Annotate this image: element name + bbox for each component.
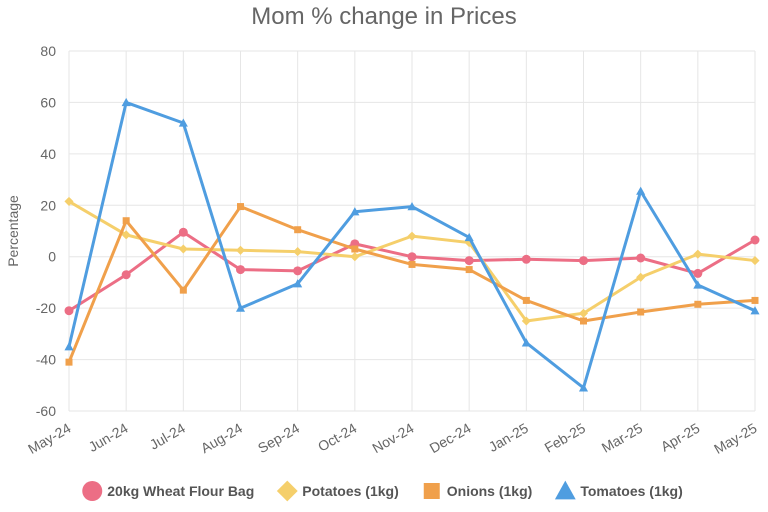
- x-tick-label: Oct-24: [315, 420, 360, 455]
- legend-label: Onions (1kg): [447, 483, 533, 499]
- y-tick-label: -40: [36, 352, 56, 368]
- y-tick-label: 40: [40, 146, 56, 162]
- legend-marker[interactable]: [554, 480, 576, 500]
- series-circle: [64, 227, 760, 316]
- data-point[interactable]: [408, 260, 416, 268]
- legend-item[interactable]: Tomatoes (1kg): [554, 480, 683, 500]
- data-point[interactable]: [693, 249, 703, 259]
- x-tick-label: Nov-24: [369, 420, 416, 457]
- data-point[interactable]: [637, 308, 645, 316]
- legend-label: 20kg Wheat Flour Bag: [107, 483, 254, 499]
- data-point[interactable]: [121, 97, 131, 107]
- legend[interactable]: 20kg Wheat Flour Bag Potatoes (1kg) Onions…: [82, 480, 683, 502]
- data-point[interactable]: [237, 203, 244, 211]
- data-point[interactable]: [693, 280, 703, 289]
- data-point[interactable]: [350, 207, 360, 216]
- data-point[interactable]: [235, 245, 246, 255]
- data-point[interactable]: [464, 232, 474, 242]
- data-point[interactable]: [235, 303, 246, 312]
- chart-title: Mom % change in Prices: [251, 3, 516, 30]
- data-point[interactable]: [65, 358, 73, 366]
- data-point[interactable]: [122, 217, 130, 225]
- legend-label: Tomatoes (1kg): [580, 483, 682, 499]
- legend-item[interactable]: Onions (1kg): [423, 483, 533, 499]
- x-tick-label: Apr-25: [658, 420, 703, 455]
- x-tick-label: May-25: [711, 420, 760, 457]
- y-tick-label: -60: [36, 403, 56, 419]
- data-point[interactable]: [407, 231, 417, 241]
- data-point[interactable]: [750, 235, 760, 245]
- x-tick-label: Jul-24: [147, 420, 188, 453]
- legend-marker[interactable]: [276, 480, 298, 502]
- x-tick-label: Jun-24: [86, 420, 131, 455]
- data-point[interactable]: [464, 256, 474, 266]
- data-point[interactable]: [521, 254, 531, 264]
- data-point[interactable]: [636, 186, 646, 195]
- y-tick-label: -20: [36, 300, 56, 316]
- data-point[interactable]: [750, 306, 760, 315]
- series-square: [65, 203, 759, 366]
- data-point[interactable]: [407, 202, 417, 211]
- series-diamond: [64, 196, 760, 326]
- data-point[interactable]: [178, 227, 188, 237]
- data-point[interactable]: [580, 317, 587, 325]
- data-point[interactable]: [294, 226, 302, 234]
- data-point[interactable]: [179, 286, 187, 294]
- y-tick-label: 20: [40, 197, 56, 213]
- legend-label: Potatoes (1kg): [302, 483, 398, 499]
- data-point[interactable]: [521, 338, 531, 347]
- data-point[interactable]: [578, 383, 589, 392]
- data-point[interactable]: [178, 244, 188, 254]
- data-point[interactable]: [636, 253, 646, 263]
- data-point[interactable]: [579, 256, 588, 266]
- data-point[interactable]: [293, 279, 303, 288]
- data-point[interactable]: [465, 266, 473, 274]
- legend-item[interactable]: 20kg Wheat Flour Bag: [82, 481, 254, 501]
- data-point[interactable]: [636, 272, 646, 282]
- data-point[interactable]: [178, 118, 188, 127]
- x-tick-label: Dec-24: [427, 420, 474, 457]
- data-point[interactable]: [521, 316, 531, 326]
- data-point[interactable]: [522, 296, 530, 304]
- data-point[interactable]: [350, 252, 360, 262]
- data-point[interactable]: [578, 308, 589, 318]
- legend-marker[interactable]: [423, 483, 440, 499]
- data-point[interactable]: [121, 230, 131, 240]
- data-point[interactable]: [693, 268, 703, 278]
- data-point[interactable]: [64, 196, 74, 206]
- data-point[interactable]: [694, 300, 702, 308]
- series-layer: [64, 97, 760, 392]
- x-tick-label: Jan-25: [486, 420, 531, 455]
- data-point[interactable]: [751, 296, 759, 304]
- data-point[interactable]: [121, 270, 131, 280]
- grid-layer: [68, 50, 756, 412]
- series-triangle: [64, 97, 760, 392]
- data-point[interactable]: [464, 238, 474, 248]
- y-tick-label: 80: [40, 43, 56, 59]
- data-point[interactable]: [236, 265, 245, 275]
- x-tick-label: Aug-24: [198, 420, 245, 457]
- data-point[interactable]: [351, 245, 359, 253]
- x-tick-label: Sep-24: [255, 420, 302, 457]
- x-tick-label: May-24: [25, 420, 74, 457]
- data-point[interactable]: [64, 306, 74, 316]
- legend-marker[interactable]: [82, 481, 103, 501]
- data-point[interactable]: [750, 256, 760, 266]
- data-point[interactable]: [64, 342, 74, 351]
- data-point[interactable]: [293, 247, 303, 257]
- y-tick-label: 60: [40, 94, 56, 110]
- y-axis-label: Percentage: [5, 195, 21, 267]
- x-tick-labels: May-24 Jun-24 Jul-24 Aug-24 Sep-24 Oct-24 Nov-…: [25, 420, 760, 457]
- y-tick-labels: 80 60 40 20 0 -20 -40 -60: [36, 43, 56, 419]
- y-tick-label: 0: [48, 249, 56, 265]
- data-point[interactable]: [407, 252, 417, 262]
- data-point[interactable]: [293, 266, 303, 276]
- x-tick-label: Feb-25: [542, 420, 589, 456]
- legend-item[interactable]: Potatoes (1kg): [276, 480, 399, 502]
- x-tick-label: Mar-25: [599, 420, 646, 456]
